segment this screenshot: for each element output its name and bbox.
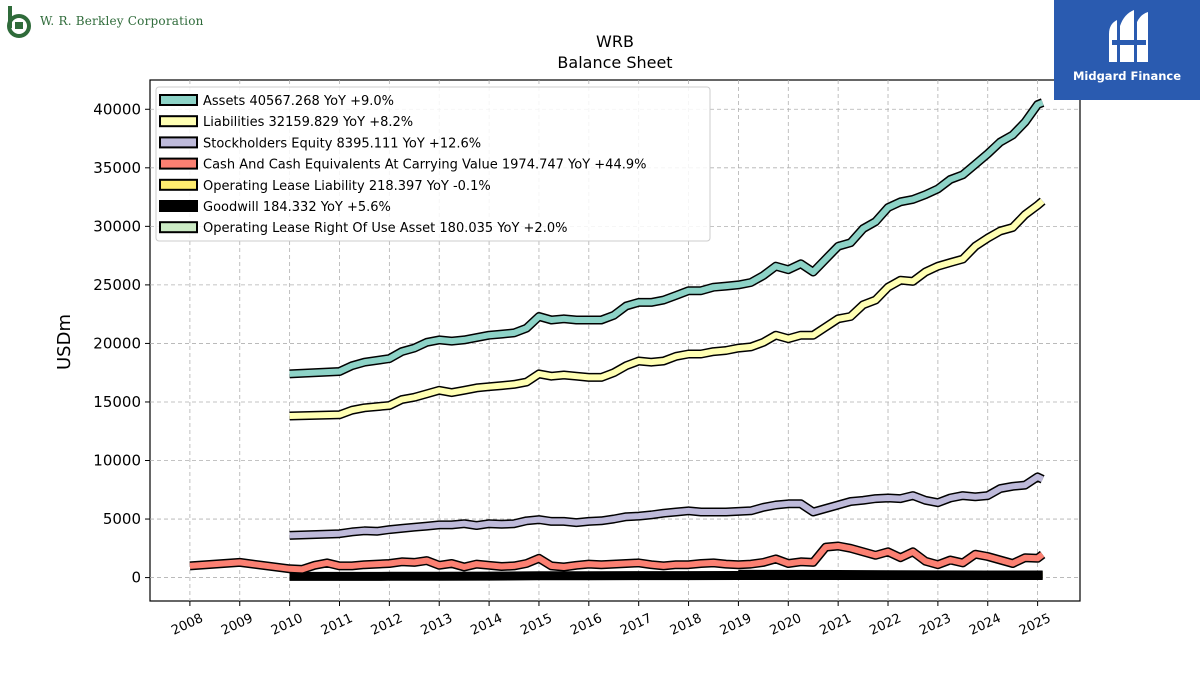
x-tick-label: 2015 <box>518 611 554 639</box>
series-line-5 <box>289 572 1043 580</box>
legend-swatch <box>159 221 198 234</box>
x-tick-label: 2009 <box>219 611 255 639</box>
x-tick-label: 2018 <box>668 611 704 639</box>
x-tick-label: 2024 <box>967 611 1003 639</box>
y-tick-label: 40000 <box>93 100 141 118</box>
legend-label: Cash And Cash Equivalents At Carrying Va… <box>203 158 646 173</box>
plot-area-frame <box>149 79 1081 602</box>
x-axis: 2008 2009 2010 2011 2012 2013 2014 2015 2016 2017… <box>169 601 1053 639</box>
legend-swatch <box>159 94 198 106</box>
x-tick-label: 2019 <box>718 611 754 639</box>
legend-label: Goodwill 184.332 YoY +5.6% <box>203 200 391 215</box>
series-line-1 <box>289 198 1045 419</box>
legend-swatch <box>159 200 198 212</box>
y-tick-label: 20000 <box>93 334 141 352</box>
x-tick-label: 2020 <box>768 611 804 639</box>
publisher-name: Midgard Finance <box>1072 69 1182 83</box>
chart-subtitle: Balance Sheet <box>557 53 672 72</box>
chart-title: WRB <box>596 32 634 51</box>
berkley-b-icon <box>7 6 31 38</box>
company-wordmark: W. R. Berkley Corporation <box>40 14 204 28</box>
y-tick-label: 25000 <box>93 276 141 294</box>
x-tick-label: 2013 <box>419 611 455 639</box>
y-tick-label: 15000 <box>93 393 141 411</box>
x-tick-label: 2008 <box>169 611 205 639</box>
legend-box <box>155 86 711 242</box>
publisher-logo: Midgard Finance <box>1054 0 1200 100</box>
y-tick-label: 10000 <box>93 452 141 470</box>
legend-label: Stockholders Equity 8395.111 YoY +12.6% <box>203 136 481 151</box>
midgard-mark-icon <box>1109 10 1148 62</box>
x-tick-label: 2011 <box>319 611 355 639</box>
series-line-0 <box>289 99 1044 377</box>
x-tick-label: 2022 <box>867 611 903 639</box>
y-tick-label: 0 <box>131 569 141 587</box>
y-axis-label: USDm <box>54 314 75 370</box>
legend-swatch <box>159 136 198 149</box>
y-tick-label: 30000 <box>93 217 141 235</box>
legend-label: Assets 40567.268 YoY +9.0% <box>203 94 394 109</box>
y-tick-label: 5000 <box>103 510 141 528</box>
y-axis: 0 5000 10000 15000 20000 25000 30000 35000 40000 <box>93 100 150 587</box>
x-tick-label: 2016 <box>568 611 604 639</box>
series-lines <box>189 98 1046 581</box>
x-tick-label: 2014 <box>468 611 504 639</box>
y-tick-label: 35000 <box>93 159 141 177</box>
x-tick-label: 2021 <box>818 611 854 639</box>
legend-label: Liabilities 32159.829 YoY +8.2% <box>203 115 413 130</box>
company-logo: W. R. Berkley Corporation <box>4 4 204 38</box>
legend-swatch <box>159 157 198 170</box>
x-tick-label: 2025 <box>1017 611 1053 639</box>
x-tick-label: 2010 <box>269 611 305 639</box>
series-line-2 <box>289 473 1044 539</box>
legend-label: Operating Lease Liability 218.397 YoY -0… <box>203 179 491 194</box>
legend-swatch <box>159 178 198 191</box>
legend-label: Operating Lease Right Of Use Asset 180.0… <box>203 221 567 236</box>
x-tick-label: 2012 <box>369 611 405 639</box>
x-tick-label: 2023 <box>917 611 953 639</box>
series-line-3 <box>189 543 1045 573</box>
x-tick-label: 2017 <box>618 611 654 639</box>
legend-swatch <box>159 115 198 128</box>
legend: Assets 40567.268 YoY +9.0% Liabilities 32… <box>155 86 711 242</box>
